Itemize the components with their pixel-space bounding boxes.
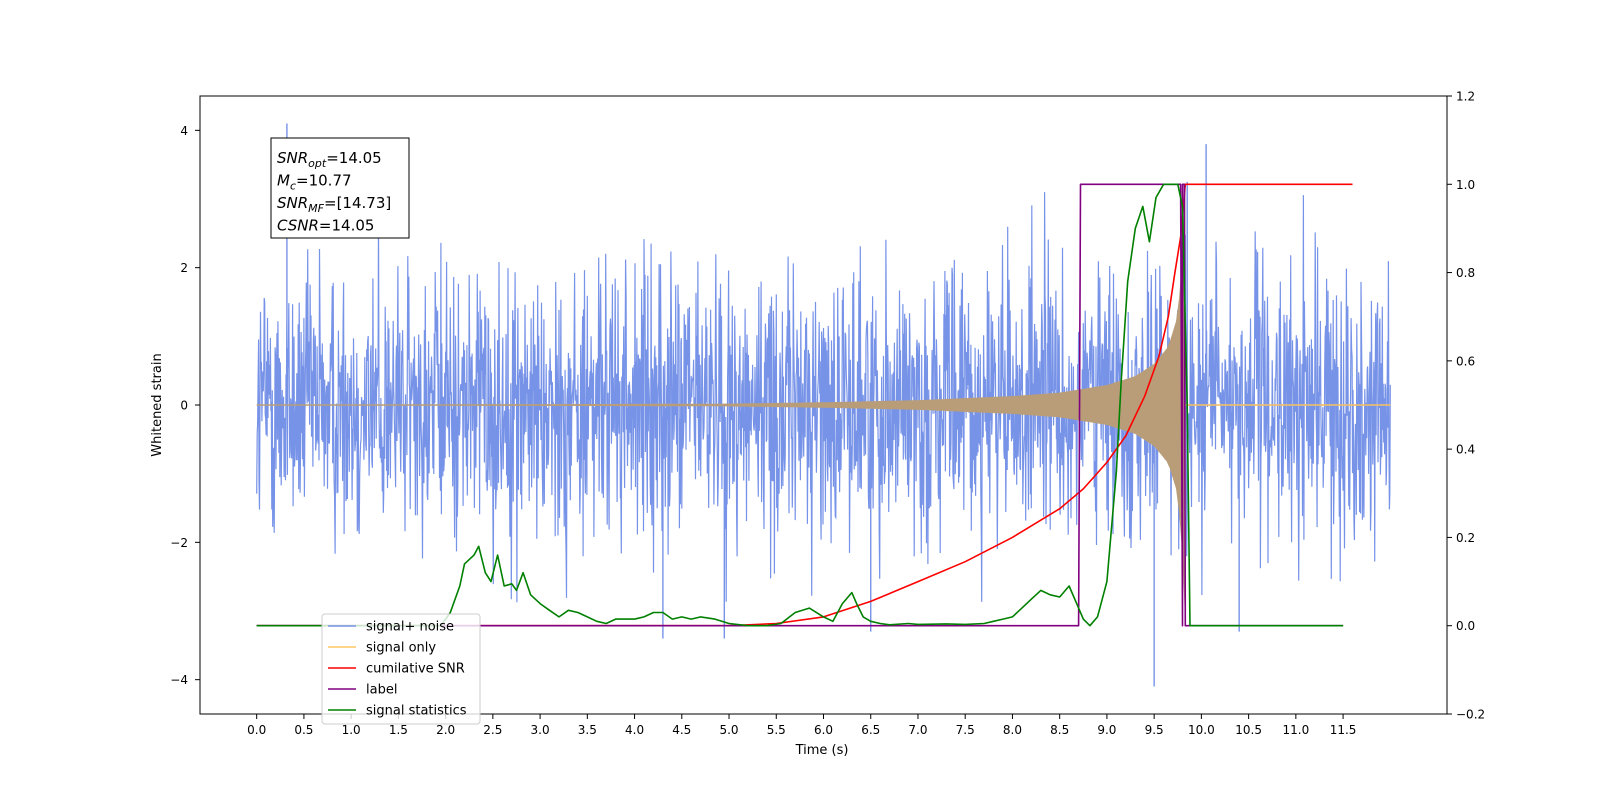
legend-label: signal only <box>366 641 436 656</box>
annotation-value: =14.05 <box>326 149 382 167</box>
y-tick-label: 0 <box>180 399 188 413</box>
annotation-frame <box>270 137 410 239</box>
x-tick-label: 5.5 <box>767 723 786 737</box>
x-tick-label: 6.0 <box>814 723 833 737</box>
series-cumilative-snr <box>256 183 1353 627</box>
y2-tick-label: 0.4 <box>1456 443 1475 457</box>
series-layer <box>256 123 1391 687</box>
x-tick-label: 4.5 <box>672 723 691 737</box>
x-tick-label: 11.0 <box>1282 723 1309 737</box>
x-tick-label: 0.5 <box>294 723 313 737</box>
annotation-value: =14.05 <box>319 217 375 235</box>
x-tick-label: 10.0 <box>1188 723 1215 737</box>
annotation-subscript: MF <box>308 202 324 215</box>
series-line <box>256 183 1353 627</box>
annotation-line: Mc=10.77 <box>277 172 352 193</box>
x-tick-label: 8.5 <box>1050 723 1069 737</box>
annotation-subscript: c <box>290 180 296 193</box>
series-signal-noise <box>256 123 1391 687</box>
annotation-subscript: opt <box>308 157 327 170</box>
legend-frame <box>321 613 481 725</box>
annotation-value: =10.77 <box>296 172 352 190</box>
x-tick-label: 2.5 <box>483 723 502 737</box>
legend-label: label <box>366 683 397 698</box>
legend-label: signal statistics <box>366 704 467 719</box>
annotation-line: CSNR=14.05 <box>277 217 374 235</box>
y-axis-right: 1.2 1.0 0.8 0.6 0.4 0.2 0.0 −0.2 <box>1447 90 1485 722</box>
legend-label: cumilative SNR <box>366 662 465 677</box>
x-tick-label: 9.0 <box>1097 723 1116 737</box>
annotation-value: =[14.73] <box>324 194 391 212</box>
annotation-box: SNRopt=14.05Mc=10.77SNRMF=[14.73]CSNR=14… <box>270 137 410 239</box>
annotation-symbol: SNR <box>277 194 308 212</box>
legend: signal+ noise signal only cumilative SNR la… <box>321 613 481 725</box>
annotation-symbol: CSNR <box>277 217 319 235</box>
noise-trace <box>256 192 1391 603</box>
series-line <box>256 183 1344 627</box>
series-line <box>256 183 1344 627</box>
x-tick-label: 6.5 <box>861 723 880 737</box>
legend-label: signal+ noise <box>366 620 454 635</box>
x-tick-label: 3.5 <box>578 723 597 737</box>
annotation-line: SNRMF=[14.73] <box>277 194 391 215</box>
x-tick-label: 7.5 <box>956 723 975 737</box>
x-tick-label: 5.0 <box>719 723 738 737</box>
series-label <box>256 183 1344 627</box>
y2-tick-label: 1.2 <box>1456 90 1475 104</box>
x-axis-label: Time (s) <box>795 743 849 758</box>
x-tick-label: 3.0 <box>531 723 550 737</box>
x-tick-label: 1.5 <box>389 723 408 737</box>
x-tick-label: 1.0 <box>342 723 361 737</box>
series-signal-only <box>256 185 1391 625</box>
y2-tick-label: 1.0 <box>1456 178 1475 192</box>
y2-tick-label: 0.2 <box>1456 531 1475 545</box>
y-tick-label: −2 <box>170 536 188 550</box>
annotation-line: SNRopt=14.05 <box>277 149 382 170</box>
annotation-symbol: SNR <box>277 149 308 167</box>
x-tick-label: 7.0 <box>908 723 927 737</box>
y2-tick-label: −0.2 <box>1456 708 1485 722</box>
x-tick-label: 8.0 <box>1003 723 1022 737</box>
x-tick-label: 2.0 <box>436 723 455 737</box>
annotation-symbol: M <box>277 172 290 190</box>
y-tick-label: 2 <box>180 261 188 275</box>
x-tick-label: 11.5 <box>1330 723 1357 737</box>
y2-tick-label: 0.6 <box>1456 354 1475 368</box>
x-axis: 0.0 0.5 1.0 1.5 2.0 2.5 3.0 3.5 4.0 4.5 5.0 5.5 6.0 6… <box>247 714 1356 737</box>
x-tick-label: 0.0 <box>247 723 266 737</box>
y-axis-left: 4 2 0 −2 −4 <box>170 124 200 687</box>
x-tick-label: 10.5 <box>1235 723 1262 737</box>
y-tick-label: 4 <box>180 124 188 138</box>
x-tick-label: 4.0 <box>625 723 644 737</box>
y2-tick-label: 0.0 <box>1456 619 1475 633</box>
y-tick-label: −4 <box>170 673 188 687</box>
x-tick-label: 9.5 <box>1145 723 1164 737</box>
y2-tick-label: 0.8 <box>1456 266 1475 280</box>
series-signal-statistics <box>256 183 1344 627</box>
y-axis-label: Whitened strain <box>150 353 165 456</box>
